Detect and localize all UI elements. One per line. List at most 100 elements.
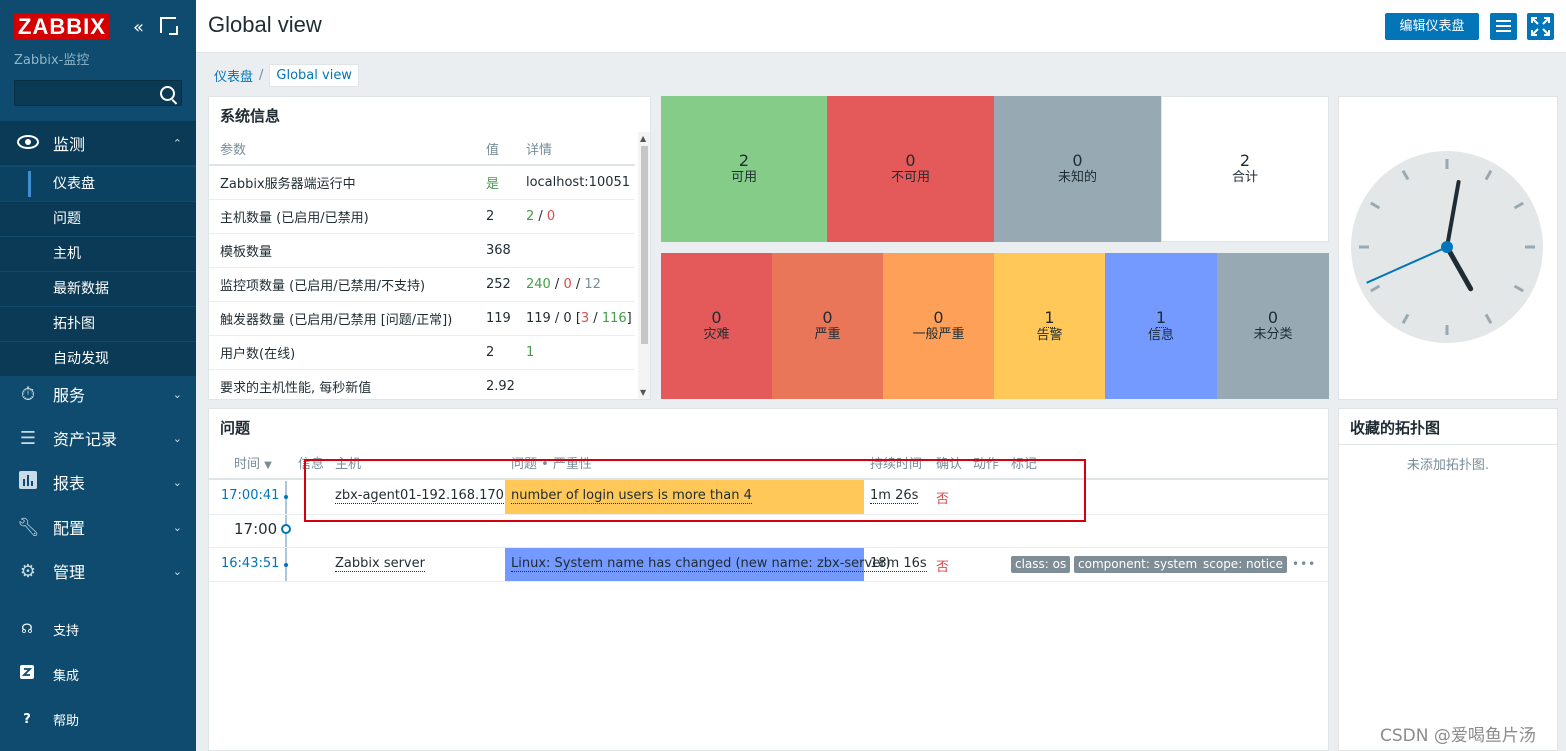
menu-configuration[interactable]: 🔧︎ 配置 ⌄ <box>0 505 196 549</box>
timeline-marker <box>281 524 291 534</box>
severity-information[interactable]: 1 信息 <box>1105 253 1217 399</box>
menu-reports[interactable]: 报表 ⌄ <box>0 460 196 504</box>
clock-tick <box>1401 313 1410 324</box>
menu-services[interactable]: ⏱ 服务 ⌄ <box>0 372 196 416</box>
submenu-hosts[interactable]: 主机 <box>0 236 196 271</box>
problem-name[interactable]: number of login users is more than 4 <box>511 488 752 504</box>
problem-host[interactable]: zbx-agent01-192.168.170.7 <box>335 488 517 504</box>
search-icon[interactable] <box>160 86 175 101</box>
maps-empty-text: 未添加拓扑图. <box>1406 458 1490 473</box>
footer-support[interactable]: ☊ 支持 <box>0 614 196 644</box>
problem-duration[interactable]: 1m 26s <box>870 488 919 504</box>
tile-count: 1 <box>1044 307 1055 328</box>
availability-unknown[interactable]: 0 未知的 <box>994 96 1161 242</box>
severity-disaster[interactable]: 0 灾难 <box>661 253 772 399</box>
problem-host[interactable]: Zabbix server <box>335 556 425 572</box>
search-input[interactable] <box>14 80 182 106</box>
clock-widget <box>1338 96 1558 400</box>
problem-time[interactable]: 16:43:51 <box>221 556 280 571</box>
severity-average[interactable]: 0 一般严重 <box>883 253 994 399</box>
chevron-down-icon: ⌄ <box>172 431 182 445</box>
problems-by-severity-widget: 0 灾难 0 严重 0 一般严重 1 告警 1 信息 0 未分类 <box>661 253 1329 399</box>
clock-tick <box>1370 284 1381 293</box>
footer-label: 帮助 <box>53 713 80 729</box>
chevron-up-icon: ⌃ <box>172 136 182 150</box>
chevron-down-icon: ⌄ <box>172 387 182 401</box>
eye-icon <box>17 133 39 154</box>
chevron-down-icon: ⌄ <box>172 475 182 489</box>
scroll-up-icon[interactable]: ▲ <box>640 134 647 143</box>
timeline-dot <box>284 495 288 499</box>
tag-badge[interactable]: scope: notice <box>1199 556 1288 573</box>
footer-help[interactable]: ? 帮助 <box>0 704 196 734</box>
cell-details: 119 / 0 [3 / 116] <box>514 301 635 336</box>
tile-label: 信息 <box>1147 327 1174 343</box>
availability-total[interactable]: 2 合计 <box>1161 96 1329 242</box>
fullscreen-button[interactable] <box>1527 13 1554 40</box>
breadcrumb-separator: / <box>259 67 264 83</box>
scroll-down-icon[interactable]: ▼ <box>640 388 647 397</box>
severity-warning[interactable]: 1 告警 <box>994 253 1105 399</box>
table-row: 模板数量 368 <box>209 233 635 268</box>
availability-unavailable[interactable]: 0 不可用 <box>827 96 994 242</box>
breadcrumb-dashboards[interactable]: 仪表盘 <box>214 69 254 85</box>
breadcrumb-current[interactable]: Global view <box>269 63 359 87</box>
problem-time[interactable]: 17:00:41 <box>221 488 280 503</box>
scrollbar[interactable]: ▲ ▼ <box>638 132 650 399</box>
zabbix-logo[interactable]: ZABBIX <box>14 13 110 40</box>
menu-label: 监测 <box>53 135 86 154</box>
trigger-suffix: ] <box>626 311 632 326</box>
collapse-sidebar-icon[interactable]: « <box>133 17 145 38</box>
cell-value: 2.92 <box>486 379 515 394</box>
question-icon: ? <box>23 711 31 727</box>
footer-integrations[interactable]: 集成 <box>0 659 196 689</box>
tile-count: 2 <box>1239 151 1251 170</box>
menu-button[interactable] <box>1490 13 1517 40</box>
more-tags-button[interactable]: ••• <box>1292 557 1317 571</box>
availability-available[interactable]: 2 可用 <box>661 96 827 242</box>
scroll-thumb[interactable] <box>641 146 648 344</box>
submenu-dashboard[interactable]: 仪表盘 <box>0 166 196 201</box>
submenu-latest-data[interactable]: 最新数据 <box>0 271 196 306</box>
severity-high[interactable]: 0 严重 <box>772 253 883 399</box>
widget-title: 问题 <box>220 419 251 437</box>
tile-label: 可用 <box>730 170 757 185</box>
submenu-problems[interactable]: 问题 <box>0 201 196 236</box>
footer-label: 集成 <box>53 668 80 684</box>
cell-details: 2 / 0 <box>514 199 635 234</box>
clock-center <box>1441 241 1453 253</box>
watermark: CSDN @爱喝鱼片汤 <box>1380 726 1536 746</box>
menu-label: 配置 <box>53 519 86 538</box>
menu-administration[interactable]: ⚙ 管理 ⌄ <box>0 549 196 593</box>
menu-inventory[interactable]: ☰ 资产记录 ⌄ <box>0 416 196 460</box>
menu-monitoring[interactable]: 监测 ⌃ <box>0 121 196 165</box>
problem-ack[interactable]: 否 <box>936 492 950 507</box>
severity-not-classified[interactable]: 0 未分类 <box>1217 253 1329 399</box>
problem-severity-cell <box>505 480 864 514</box>
cell-value: 2 <box>475 199 515 234</box>
tag-badge[interactable]: component: system <box>1074 556 1202 573</box>
table-row: 用户数(在线) 2 1 <box>209 335 635 370</box>
problem-ack[interactable]: 否 <box>936 560 950 575</box>
system-info-widget: 系统信息 参数 值 详情 Zabbix服务器端运行中 是 localhost:1… <box>208 96 651 400</box>
edit-dashboard-button[interactable]: 编辑仪表盘 <box>1385 13 1479 40</box>
favourite-maps-widget: 收藏的拓扑图 未添加拓扑图. <box>1338 408 1558 751</box>
chevron-down-icon: ⌄ <box>172 564 182 578</box>
cell-param: Zabbix服务器端运行中 <box>209 165 475 200</box>
col-time[interactable]: 时间 ▼ <box>234 453 272 472</box>
submenu-maps[interactable]: 拓扑图 <box>0 306 196 341</box>
col-details: 详情 <box>514 132 635 166</box>
submenu-discovery[interactable]: 自动发现 <box>0 341 196 376</box>
cell-param: 触发器数量 (已启用/已禁用 [问题/正常]) <box>209 301 475 336</box>
cell-value: 2 <box>475 335 515 370</box>
tile-count: 0 <box>822 308 833 327</box>
tile-count: 0 <box>1072 151 1083 170</box>
clock-tick <box>1513 284 1524 293</box>
kiosk-mode-icon[interactable] <box>160 17 178 35</box>
enabled-count: 2 <box>525 209 535 224</box>
disabled-count: 0 <box>563 277 572 292</box>
problem-duration[interactable]: 18m 16s <box>870 556 927 572</box>
problem-count: 3 <box>580 311 590 326</box>
problem-name[interactable]: Linux: System name has changed (new name… <box>511 556 891 572</box>
tag-badge[interactable]: class: os <box>1011 556 1071 573</box>
